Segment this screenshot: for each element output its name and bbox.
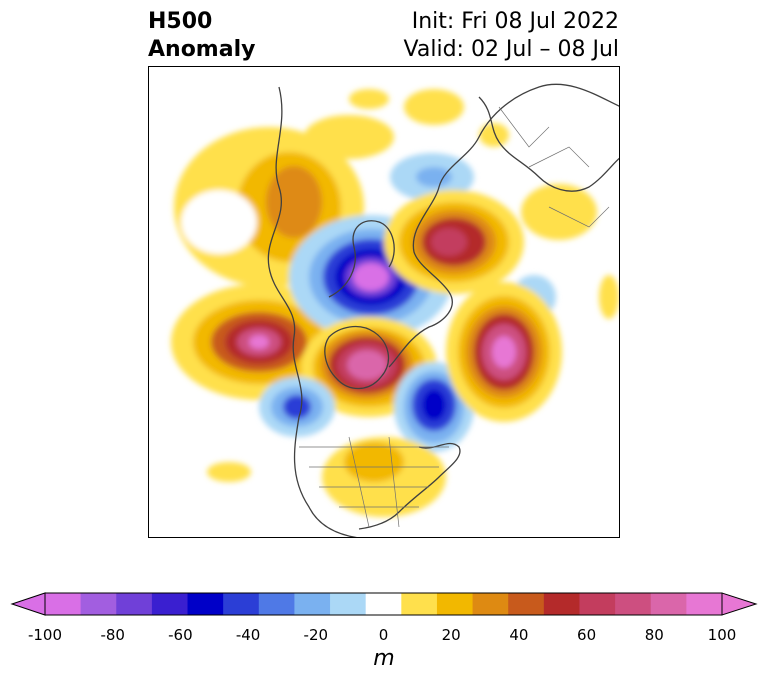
colorbar-cell (650, 593, 687, 615)
map-title: H500 Anomaly (148, 8, 255, 64)
coastlines (267, 83, 619, 537)
colorbar-cell (151, 593, 189, 615)
init-date: Init: Fri 08 Jul 2022 (411, 9, 619, 34)
colorbar-tick-label: -80 (100, 626, 125, 644)
anomaly-contour (181, 190, 257, 254)
coastline-us-east (358, 442, 461, 530)
colorbar-cell (579, 593, 616, 615)
anomaly-contour (283, 395, 311, 419)
anomaly-map (148, 66, 620, 538)
colorbar-cell (258, 593, 295, 615)
colorbar-tick-label: 0 (378, 626, 389, 644)
borders (299, 106, 610, 528)
colorbar-cell (80, 593, 117, 615)
eurasia-borders (498, 106, 610, 228)
colorbar-tick-label: -100 (27, 626, 63, 644)
map-subtitle: Init: Fri 08 Jul 2022 Valid: 02 Jul – 08… (404, 8, 619, 64)
colorbar-cell (472, 593, 509, 615)
colorbar-cell (543, 593, 580, 615)
coastline-west (267, 86, 358, 537)
colorbar-cell (686, 593, 723, 615)
colorbar-tick-label: 40 (509, 626, 529, 644)
colorbar-cell (330, 593, 367, 615)
colorbar-tick-label: -40 (235, 626, 261, 644)
title-line-1: H500 (148, 9, 213, 34)
colorbar-unit: m (373, 646, 395, 671)
anomaly-contour (249, 335, 269, 349)
anomaly-contour (266, 166, 322, 238)
anomaly-contour (207, 462, 251, 482)
colorbar-cell (615, 593, 652, 615)
colorbar-outline (44, 592, 723, 616)
colorbar-extend-low (10, 592, 46, 616)
coastline-greenland (324, 325, 390, 390)
colorbar-tick-label: 80 (644, 626, 664, 644)
anomaly-fields (171, 89, 619, 517)
colorbar-tick-label: 60 (577, 626, 597, 644)
title-line-2: Anomaly (148, 37, 256, 62)
coastline-eurasia (478, 96, 619, 192)
colorbar-cell (223, 593, 260, 615)
colorbar-cell (365, 593, 402, 615)
coastline-arctic (328, 220, 395, 298)
colorbar (10, 592, 758, 616)
colorbar-cell (508, 593, 545, 615)
anomaly-contour (416, 167, 452, 187)
colorbar-cell (116, 593, 153, 615)
anomaly-contour (404, 89, 464, 125)
coastline-east (388, 83, 619, 368)
colorbar-cell (294, 593, 331, 615)
map-svg (171, 83, 619, 537)
colorbar-tick-label: 20 (441, 626, 461, 644)
anomaly-contour (422, 389, 446, 421)
anomaly-contour (344, 442, 404, 482)
colorbar-tick-label: -20 (303, 626, 329, 644)
anomaly-contour (349, 89, 389, 109)
anomaly-contour (431, 228, 467, 256)
anomaly-contour (599, 275, 619, 319)
us-state-borders (299, 436, 449, 528)
colorbar-cell (436, 593, 474, 615)
anomaly-arc-top (304, 115, 394, 159)
colorbar-cell (187, 593, 224, 615)
colorbar-cells (45, 593, 723, 615)
anomaly-contour (479, 123, 509, 147)
colorbar-cell (401, 593, 438, 615)
colorbar-tick-label: 100 (707, 626, 737, 644)
colorbar-tick-label: -60 (168, 626, 193, 644)
colorbar-extend-high (721, 592, 758, 616)
colorbar-cell (45, 593, 82, 615)
anomaly-contour (353, 263, 389, 291)
anomaly-contour (347, 350, 387, 380)
valid-range: Valid: 02 Jul – 08 Jul (403, 37, 619, 62)
anomaly-contour (492, 336, 516, 368)
